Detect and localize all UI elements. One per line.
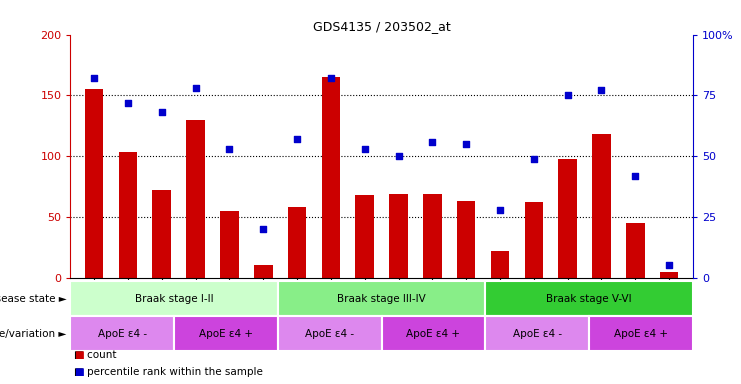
Point <box>257 226 269 232</box>
Point <box>562 92 574 98</box>
Bar <box>559 159 577 278</box>
Text: Braak stage I-II: Braak stage I-II <box>135 294 213 304</box>
Bar <box>525 202 543 278</box>
Point <box>291 136 303 142</box>
Bar <box>278 281 485 316</box>
Bar <box>423 194 442 278</box>
Point <box>325 75 337 81</box>
Text: ApoE ε4 -: ApoE ε4 - <box>98 329 147 339</box>
Bar <box>491 251 509 278</box>
Title: GDS4135 / 203502_at: GDS4135 / 203502_at <box>313 20 451 33</box>
Bar <box>153 190 171 278</box>
Bar <box>589 316 693 351</box>
Bar <box>485 316 589 351</box>
Text: ■: ■ <box>74 367 84 377</box>
Point <box>494 207 506 213</box>
Point <box>460 141 472 147</box>
Point <box>629 172 641 179</box>
Bar <box>288 207 306 278</box>
Text: ■: ■ <box>74 350 84 360</box>
Bar <box>356 195 374 278</box>
Text: ApoE ε4 -: ApoE ε4 - <box>513 329 562 339</box>
Bar <box>119 152 137 278</box>
Text: ■ count: ■ count <box>74 350 116 360</box>
Point <box>528 156 539 162</box>
Text: ApoE ε4 +: ApoE ε4 + <box>199 329 253 339</box>
Bar <box>174 316 278 351</box>
Text: ■ percentile rank within the sample: ■ percentile rank within the sample <box>74 367 263 377</box>
Bar <box>382 316 485 351</box>
Point <box>156 109 167 116</box>
Point <box>88 75 100 81</box>
Bar <box>659 271 679 278</box>
Bar <box>457 201 476 278</box>
Bar <box>70 316 174 351</box>
Point <box>663 262 675 268</box>
Text: ApoE ε4 +: ApoE ε4 + <box>614 329 668 339</box>
Bar <box>84 89 104 278</box>
Point <box>426 139 438 145</box>
Text: Braak stage V-VI: Braak stage V-VI <box>546 294 632 304</box>
Text: ApoE ε4 +: ApoE ε4 + <box>407 329 460 339</box>
Text: ApoE ε4 -: ApoE ε4 - <box>305 329 354 339</box>
Point <box>190 85 202 91</box>
Bar <box>626 223 645 278</box>
Bar <box>592 134 611 278</box>
Bar <box>254 265 273 278</box>
Point <box>224 146 236 152</box>
Bar <box>278 316 382 351</box>
Bar <box>389 194 408 278</box>
Text: disease state ►: disease state ► <box>0 294 67 304</box>
Text: Braak stage III-IV: Braak stage III-IV <box>337 294 426 304</box>
Point <box>596 88 608 94</box>
Bar <box>186 120 205 278</box>
Bar <box>485 281 693 316</box>
Bar <box>220 211 239 278</box>
Point <box>359 146 370 152</box>
Point <box>122 99 134 106</box>
Text: genotype/variation ►: genotype/variation ► <box>0 329 67 339</box>
Bar <box>70 281 278 316</box>
Point <box>393 153 405 159</box>
Bar <box>322 77 340 278</box>
